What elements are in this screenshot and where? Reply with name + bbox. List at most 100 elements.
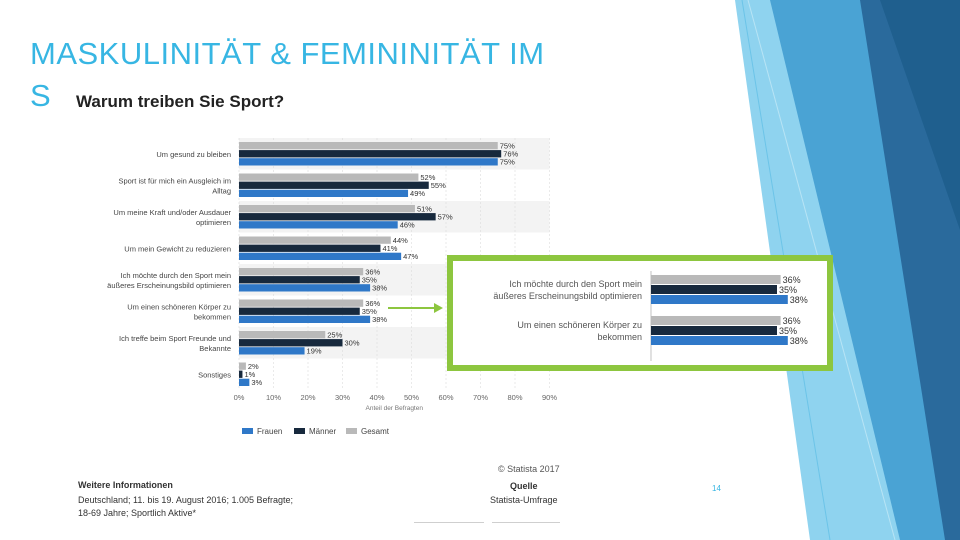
zoom-category-label: äußeres Erscheinungsbild optimieren <box>493 291 642 301</box>
legend-entry: Gesamt <box>361 427 390 436</box>
category-label: äußeres Erscheinungsbild optimieren <box>107 281 231 290</box>
bar-gesamt <box>239 362 246 370</box>
data-label: 44% <box>393 236 408 245</box>
bar-männer <box>239 150 502 158</box>
bar-männer <box>239 370 243 378</box>
chart-title: Warum treiben Sie Sport? <box>76 92 285 111</box>
bar-frauen <box>239 252 402 260</box>
category-label: Bekannte <box>199 344 231 353</box>
category-label: Ich treffe beim Sport Freunde und <box>119 334 231 343</box>
x-tick-label: 50% <box>404 393 419 402</box>
data-label: 19% <box>307 347 322 356</box>
info-line-1: Deutschland; 11. bis 19. August 2016; 1.… <box>78 495 293 505</box>
data-label: 25% <box>327 331 342 340</box>
bar-frauen <box>239 347 305 355</box>
data-label: 38% <box>372 315 387 324</box>
x-tick-label: 20% <box>300 393 315 402</box>
legend-swatch <box>294 428 305 434</box>
bar-frauen <box>239 221 398 229</box>
data-label: 57% <box>438 213 453 222</box>
zoom-data-label: 38% <box>790 336 808 346</box>
x-tick-label: 70% <box>473 393 488 402</box>
bar-gesamt <box>239 142 498 150</box>
data-label: 49% <box>410 189 425 198</box>
bar-männer <box>239 276 360 284</box>
category-label: Sonstiges <box>198 370 231 379</box>
bar-männer <box>239 213 436 221</box>
bar-gesamt <box>239 331 326 339</box>
x-tick-label: 40% <box>369 393 384 402</box>
zoom-data-label: 36% <box>783 275 801 285</box>
page-number: 14 <box>712 484 721 493</box>
bar-gesamt <box>239 268 364 276</box>
x-tick-label: 90% <box>542 393 557 402</box>
bar-frauen <box>239 158 498 166</box>
bar-chart: 0% 10% 20% 30% 40% 50% 60% 70% 80% 90% Anteil der … <box>107 138 557 436</box>
category-label: optimieren <box>196 218 231 227</box>
data-label: 36% <box>365 268 380 277</box>
data-label: 51% <box>417 205 432 214</box>
bar-gesamt <box>239 205 415 213</box>
data-label: 47% <box>403 252 418 261</box>
data-label: 3% <box>251 378 262 387</box>
data-label: 75% <box>500 142 515 151</box>
zoom-bar-frauen <box>651 295 788 304</box>
category-label: Um gesund zu bleiben <box>156 150 231 159</box>
zoom-bar-männer <box>651 285 777 294</box>
bar-gesamt <box>239 173 419 181</box>
legend-swatch <box>346 428 357 434</box>
x-tick-label: 10% <box>266 393 281 402</box>
copyright: © Statista 2017 <box>498 464 560 474</box>
bar-männer <box>239 244 381 252</box>
zoom-callout: Ich möchte durch den Sport mein äußeres E… <box>447 255 833 371</box>
x-tick-label: 60% <box>438 393 453 402</box>
zoom-category-label: bekommen <box>597 332 642 342</box>
bar-gesamt <box>239 299 364 307</box>
data-label: 35% <box>362 307 377 316</box>
source-heading: Quelle <box>510 481 538 491</box>
data-label: 76% <box>503 150 518 159</box>
data-label: 41% <box>382 244 397 253</box>
zoom-data-label: 38% <box>790 295 808 305</box>
x-axis-label: Anteil der Befragten <box>366 405 424 412</box>
category-label: Sport ist für mich ein Ausgleich im <box>118 176 231 185</box>
zoom-bar-gesamt <box>651 275 781 284</box>
zoom-data-label: 35% <box>779 326 797 336</box>
data-label: 2% <box>248 362 259 371</box>
bar-frauen <box>239 315 371 323</box>
x-tick-label: 80% <box>507 393 522 402</box>
category-label: Alltag <box>212 186 231 195</box>
legend-swatch <box>242 428 253 434</box>
bar-gesamt <box>239 236 391 244</box>
zoom-bar-frauen <box>651 336 788 345</box>
data-label: 46% <box>400 221 415 230</box>
slide-title-continued: S <box>30 78 51 113</box>
zoom-bar-gesamt <box>651 316 781 325</box>
x-tick-label: 30% <box>335 393 350 402</box>
footer-rule <box>492 522 560 523</box>
footer-rule <box>414 522 484 523</box>
legend-entry: Männer <box>309 427 336 436</box>
category-label: Um meine Kraft und/oder Ausdauer <box>113 208 231 217</box>
data-label: 52% <box>420 173 435 182</box>
zoom-category-label: Ich möchte durch den Sport mein <box>509 279 642 289</box>
category-label: bekommen <box>194 312 231 321</box>
data-label: 36% <box>365 299 380 308</box>
data-label: 35% <box>362 276 377 285</box>
zoom-category-label: Um einen schöneren Körper zu <box>517 320 642 330</box>
category-label: Um einen schöneren Körper zu <box>127 302 231 311</box>
bar-frauen <box>239 284 371 292</box>
info-heading: Weitere Informationen <box>78 480 173 490</box>
legend-entry: Frauen <box>257 427 282 436</box>
zoom-bar-chart: Ich möchte durch den Sport mein äußeres E… <box>493 271 808 361</box>
zoom-data-label: 36% <box>783 316 801 326</box>
bar-männer <box>239 181 429 189</box>
bar-männer <box>239 339 343 347</box>
slide-title: MASKULINITÄT & FEMININITÄT IM <box>30 36 545 71</box>
category-label: Ich möchte durch den Sport mein <box>121 271 231 280</box>
data-label: 75% <box>500 158 515 167</box>
bar-frauen <box>239 378 250 386</box>
zoom-data-label: 35% <box>779 285 797 295</box>
info-line-2: 18-69 Jahre; Sportlich Aktive* <box>78 508 197 518</box>
